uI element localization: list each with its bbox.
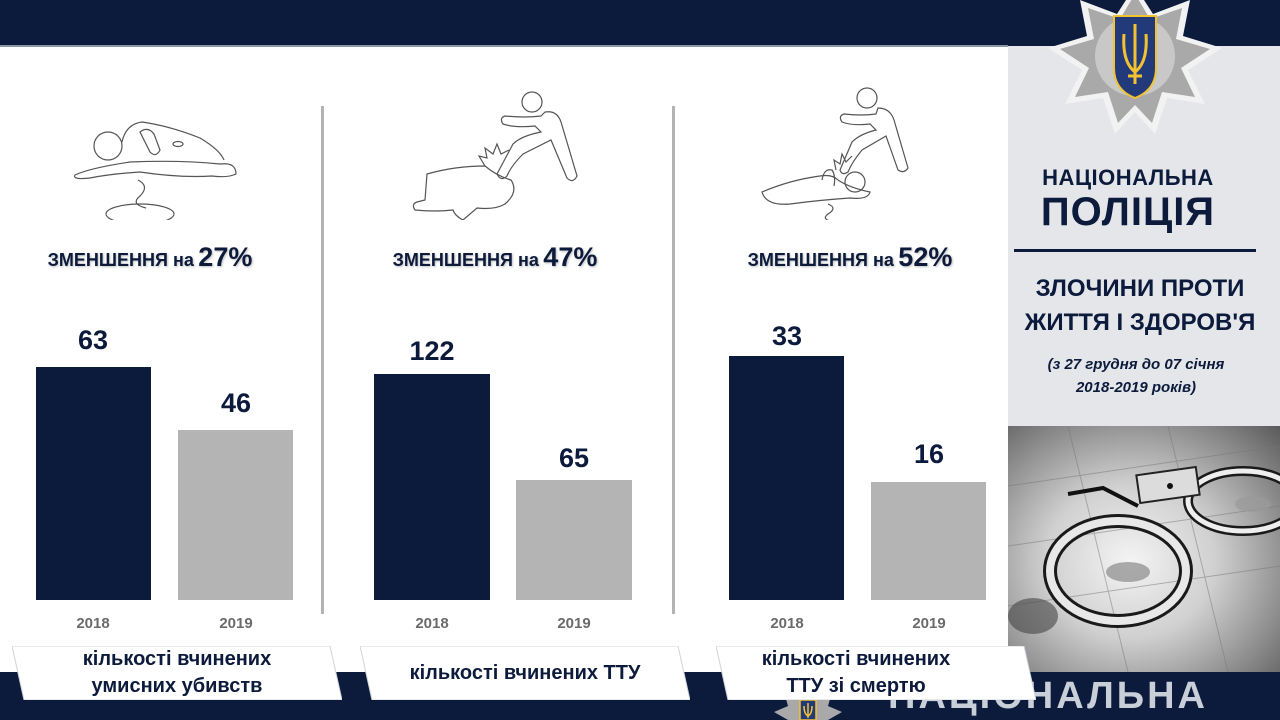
bar-value-2019: 65 <box>558 443 590 473</box>
decrease-text: ЗМЕНШЕННЯ на <box>392 250 539 270</box>
panel-divider <box>672 106 675 614</box>
year-label-2019: 2019 <box>912 615 946 632</box>
report-period-line1: (з 27 грудня до 07 січня <box>1047 356 1225 373</box>
caption-shape <box>360 646 690 700</box>
decrease-text: ЗМЕНШЕННЯ на <box>747 250 894 270</box>
report-title-line1: ЗЛОЧИНИ ПРОТИ <box>1035 275 1245 302</box>
decrease-percent: 52% <box>898 242 953 272</box>
caption-line1: кількості вчинених <box>761 648 951 670</box>
top-bar <box>0 0 1280 46</box>
bar-value-2018: 33 <box>771 321 803 351</box>
report-period-line2: 2018-2019 років) <box>1075 379 1197 396</box>
year-label-2019: 2019 <box>219 615 253 632</box>
caption-traffic-accidents: кількості вчинених ТТУ <box>360 646 690 700</box>
report-period: (з 27 грудня до 07 січня 2018-2019 років… <box>1008 353 1264 399</box>
panel-divider <box>321 106 324 614</box>
decrease-text: ЗМЕНШЕННЯ на <box>47 250 194 270</box>
caption-murders: кількості вчинених умисних убивств <box>12 646 342 700</box>
bar-2018 <box>374 374 490 600</box>
chart-panel-fatal-accidents: ЗМЕНШЕННЯ на 52% 33 16 2018 2019 <box>700 60 1000 680</box>
report-title-line2: ЖИТТЯ І ЗДОРОВ'Я <box>1024 309 1256 336</box>
police-star-badge-icon <box>1048 0 1222 134</box>
report-title: ЗЛОЧИНИ ПРОТИ ЖИТТЯ І ЗДОРОВ'Я <box>1008 272 1272 340</box>
caption-text: кількості вчинених ТТУ зі смертю <box>716 646 1036 700</box>
decrease-percent: 47% <box>543 242 598 272</box>
caption-line1: кількості вчинених ТТУ <box>409 661 641 684</box>
brand-divider <box>1014 249 1256 252</box>
top-bar-rule <box>0 45 1008 47</box>
caption-line2: умисних убивств <box>91 675 263 697</box>
bar-value-2018: 63 <box>77 325 109 355</box>
decrease-percent: 27% <box>198 242 253 272</box>
bar-2019 <box>871 482 986 600</box>
year-label-2019: 2019 <box>557 615 591 632</box>
chart-panel-traffic-accidents: ЗМЕНШЕННЯ на 47% 122 65 2018 2019 <box>345 60 645 680</box>
bar-2018 <box>729 356 844 600</box>
assault-icon <box>412 91 578 220</box>
bar-2018 <box>36 367 151 600</box>
year-label-2018: 2018 <box>770 615 804 632</box>
caption-text: кількості вчинених умисних убивств <box>12 646 342 700</box>
year-label-2018: 2018 <box>415 615 449 632</box>
caption-line2: ТТУ зі смертю <box>786 675 926 697</box>
brand-title-line1: НАЦІОНАЛЬНА <box>1042 165 1214 190</box>
brand-title-line2: ПОЛІЦІЯ <box>1040 190 1216 234</box>
bar-value-2019: 46 <box>220 388 252 418</box>
year-label-2018: 2018 <box>76 615 110 632</box>
caption-shape <box>12 646 342 700</box>
bar-2019 <box>178 430 293 600</box>
handcuffs-photo <box>1008 426 1280 672</box>
decrease-label: ЗМЕНШЕННЯ на 52% <box>700 242 1000 273</box>
bar-2019 <box>516 480 632 600</box>
chart-panel-murders: ЗМЕНШЕННЯ на 27% 63 46 2018 2019 <box>0 60 300 680</box>
caption-fatal-accidents: кількості вчинених ТТУ зі смертю <box>716 646 1036 700</box>
caption-shape <box>716 646 1036 700</box>
caption-line1: кількості вчинених <box>82 648 272 670</box>
bar-value-2019: 16 <box>913 439 945 469</box>
decrease-label: ЗМЕНШЕННЯ на 47% <box>345 242 645 273</box>
assault-fatal-icon <box>761 87 909 220</box>
decrease-label: ЗМЕНШЕННЯ на 27% <box>0 242 300 273</box>
caption-text: кількості вчинених ТТУ <box>360 646 690 700</box>
body-outline-icon <box>73 121 237 220</box>
bar-value-2018: 122 <box>409 336 455 366</box>
